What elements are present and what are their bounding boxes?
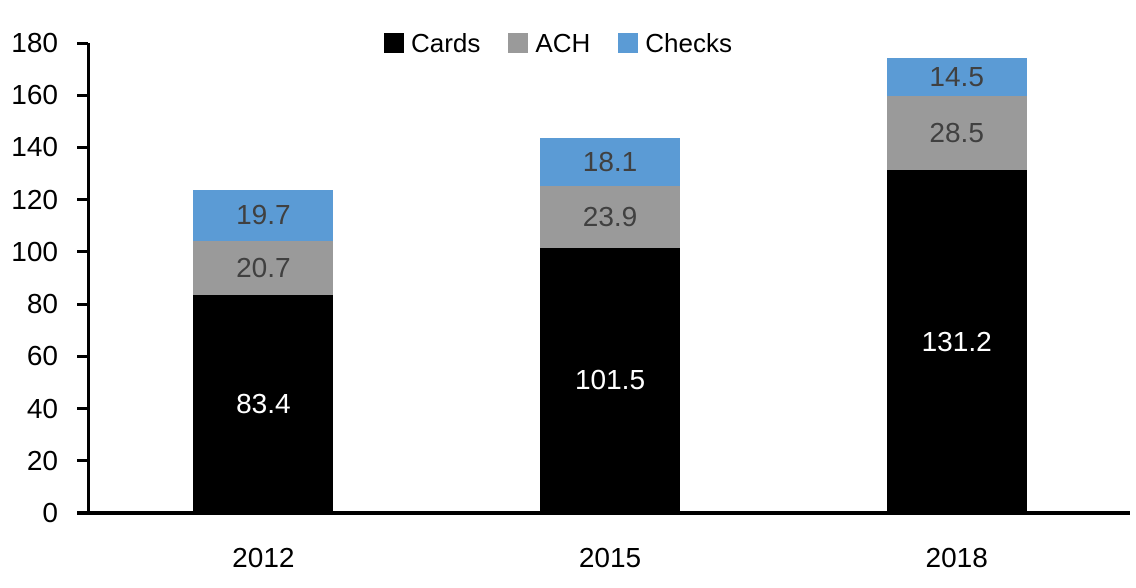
data-label-checks-2015: 18.1	[582, 145, 638, 177]
y-axis-tick	[77, 93, 88, 97]
data-label-checks-2012: 19.7	[236, 199, 291, 231]
legend-label: ACH	[535, 28, 591, 58]
data-label-ach-2018: 28.5	[929, 117, 984, 149]
y-tick-label: 140	[11, 131, 58, 163]
x-tick-label: 2012	[232, 542, 295, 573]
bar-segment-cards-2018	[886, 170, 1027, 513]
y-tick-label: 160	[11, 79, 58, 111]
x-tick-label: 2018	[925, 542, 988, 573]
legend-swatch-ach	[508, 33, 529, 53]
y-tick-label: 100	[11, 235, 58, 267]
y-tick-label: 0	[42, 497, 58, 528]
x-tick-label: 2015	[578, 542, 642, 573]
legend-item-ach: ACH	[508, 30, 590, 56]
y-axis-tick	[77, 198, 88, 202]
y-axis-tick	[77, 407, 88, 411]
bar-segment-checks-2012	[193, 189, 334, 242]
y-axis-tick	[77, 145, 88, 149]
y-axis-tick	[77, 250, 88, 254]
data-label-ach-2012: 20.7	[236, 252, 291, 284]
legend-swatch-cards	[384, 33, 405, 53]
y-tick-label: 180	[11, 27, 58, 58]
bar-segment-checks-2018	[886, 58, 1027, 96]
x-axis-line	[77, 511, 1130, 515]
bar-segment-cards-2012	[193, 295, 334, 513]
y-tick-label: 60	[26, 340, 58, 372]
data-label-ach-2015: 23.9	[582, 200, 638, 232]
legend-label: Cards	[411, 28, 481, 58]
y-axis-tick	[77, 459, 88, 463]
bar-segment-checks-2015	[540, 138, 680, 186]
legend-item-cards: Cards	[384, 30, 480, 56]
y-axis-line	[87, 43, 90, 513]
data-label-checks-2018: 14.5	[929, 61, 984, 93]
bar-segment-cards-2015	[540, 247, 680, 513]
chart-legend: Cards ACH Checks	[0, 30, 1116, 56]
bar-segment-ach-2018	[886, 96, 1027, 171]
y-tick-label: 80	[26, 288, 58, 320]
data-label-cards-2012: 83.4	[236, 388, 291, 420]
y-axis-tick	[77, 302, 88, 306]
y-axis-tick	[77, 41, 88, 45]
data-label-cards-2018: 131.2	[921, 325, 992, 357]
y-tick-label: 120	[11, 183, 58, 215]
bar-segment-ach-2012	[193, 241, 334, 296]
legend-label: Checks	[645, 28, 732, 58]
y-tick-label: 20	[26, 444, 58, 476]
y-axis-tick	[77, 354, 88, 358]
legend-item-checks: Checks	[618, 30, 732, 56]
y-axis-tick	[77, 511, 88, 515]
bar-segment-ach-2015	[540, 185, 680, 248]
y-tick-label: 40	[26, 392, 58, 424]
data-label-cards-2015: 101.5	[574, 364, 646, 396]
legend-swatch-checks	[618, 33, 639, 53]
